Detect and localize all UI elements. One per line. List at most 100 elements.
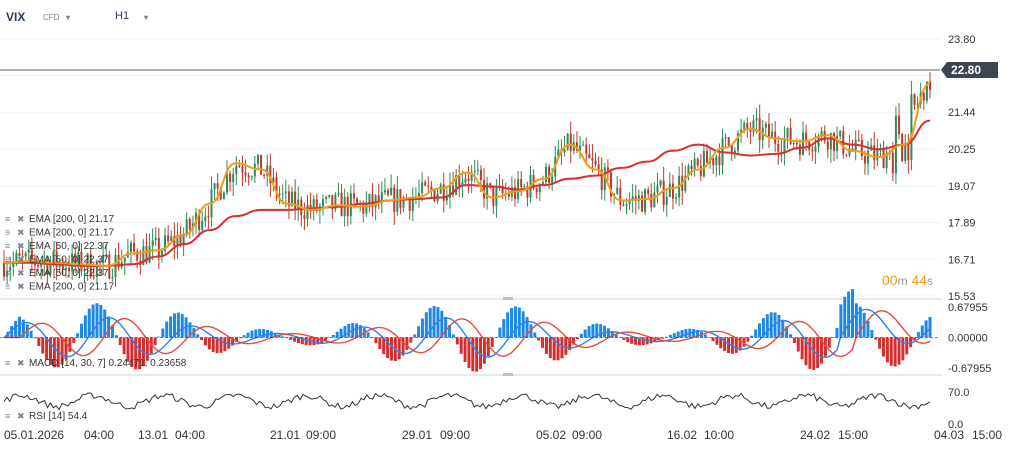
timeframe-label[interactable]: H1 — [115, 10, 130, 22]
macd-histogram-bar — [564, 337, 568, 355]
macd-signal-line[interactable] — [4, 310, 931, 358]
symbol-dropdown-chevron-icon[interactable]: ▾ — [66, 13, 71, 22]
price-axis-tick-label: 23.80 — [948, 34, 976, 46]
macd-panel[interactable] — [0, 289, 940, 372]
macd-axis-tick-label: 0.67955 — [948, 302, 988, 314]
macd-legend-row[interactable]: ≡ ✖ MACD [14, 30, 7] 0.24471, 0.23658 — [5, 358, 187, 369]
legend-close-icon[interactable]: ✖ — [17, 241, 25, 251]
last-price-badge: 22.80 — [941, 61, 998, 78]
macd-histogram-bar — [634, 337, 638, 345]
price-candle-body — [780, 151, 783, 153]
legend-close-icon[interactable]: ✖ — [17, 268, 25, 278]
price-candle-body — [467, 178, 470, 181]
macd-histogram-bar — [548, 337, 552, 359]
legend-close-icon[interactable]: ✖ — [17, 214, 25, 224]
macd-histogram-bar — [765, 314, 769, 338]
legend-menu-icon[interactable]: ≡ — [5, 228, 10, 238]
panel-resize-handle-1[interactable] — [503, 297, 513, 300]
time-axis-tick-label: 16.02 — [667, 428, 697, 442]
price-candle-body — [321, 198, 324, 207]
indicator-legend-row[interactable]: ≡ ✖ EMA [200, 0] 21.17 — [5, 214, 114, 225]
legend-close-icon[interactable]: ✖ — [17, 255, 25, 265]
legend-menu-icon[interactable]: ≡ — [5, 411, 10, 421]
legend-menu-icon[interactable]: ≡ — [5, 255, 10, 265]
macd-histogram-bar — [843, 296, 847, 338]
legend-menu-icon[interactable]: ≡ — [5, 214, 10, 224]
price-candle-body — [272, 177, 275, 184]
macd-histogram-bar — [130, 337, 134, 367]
ema-50-line[interactable] — [3, 82, 931, 267]
macd-histogram-bar — [738, 337, 742, 351]
macd-histogram-bar — [48, 337, 52, 365]
price-candle-body — [9, 267, 12, 271]
price-candle-body — [256, 154, 259, 164]
macd-histogram-bar — [467, 337, 471, 368]
macd-histogram-bar — [169, 316, 173, 338]
indicator-legend-row[interactable]: ≡ ✖ EMA [50, 0] 22.37 — [5, 241, 109, 252]
rsi-line[interactable] — [3, 392, 931, 411]
legend-label: EMA [50, 0] 22.37 — [29, 241, 109, 252]
macd-legend-label: MACD [14, 30, 7] 0.24471, 0.23658 — [29, 358, 187, 369]
macd-histogram-bar — [238, 337, 242, 339]
macd-histogram-bar — [575, 337, 579, 339]
price-candle-body — [693, 158, 696, 170]
macd-histogram-bar — [851, 289, 855, 338]
macd-histogram-bar — [207, 337, 211, 350]
price-candle-body — [176, 235, 179, 246]
price-candle-body — [882, 148, 885, 169]
price-candle-body — [619, 187, 622, 205]
ema-200-line[interactable] — [4, 119, 931, 267]
indicator-legend-row[interactable]: ≡ ✖ EMA [50, 0] 22.37 — [5, 268, 109, 279]
macd-histogram-bar — [103, 309, 107, 338]
macd-histogram-bar — [579, 333, 583, 338]
rsi-panel[interactable] — [3, 392, 931, 411]
macd-histogram-bar — [742, 337, 746, 347]
macd-histogram-bar — [72, 337, 76, 343]
symbol-label[interactable]: VIX — [6, 10, 26, 24]
legend-label: EMA [200, 0] 21.17 — [29, 214, 114, 225]
price-candle-body — [690, 165, 693, 170]
timeframe-dropdown-chevron-icon[interactable]: ▾ — [144, 13, 149, 22]
rsi-legend-row[interactable]: ≡ ✖ RSI [14] 54.4 — [5, 411, 88, 422]
time-axis-tick-label: 24.02 — [800, 428, 830, 442]
macd-histogram-bar — [490, 337, 494, 347]
macd-histogram-bar — [52, 337, 56, 368]
legend-menu-icon[interactable]: ≡ — [5, 358, 10, 368]
price-candle-body — [411, 198, 414, 211]
price-candle-body — [40, 263, 43, 267]
price-candle-body — [433, 190, 436, 202]
price-candle-body — [699, 165, 702, 177]
macd-histogram-bar — [95, 303, 99, 338]
legend-menu-icon[interactable]: ≡ — [5, 241, 10, 251]
macd-histogram-bar — [386, 337, 390, 359]
price-candle-body — [445, 197, 448, 201]
macd-histogram-bar — [358, 325, 362, 338]
legend-menu-icon[interactable]: ≡ — [5, 282, 10, 292]
indicator-legend-row[interactable]: ≡ ✖ EMA [200, 0] 21.17 — [5, 282, 114, 293]
indicator-legend-row[interactable]: ≡ ✖ EMA [200, 0] 21.17 — [5, 228, 114, 239]
price-panel[interactable] — [0, 38, 940, 297]
macd-histogram-bar — [614, 334, 618, 338]
macd-histogram-bar — [10, 325, 14, 338]
timer-minutes-unit: m — [897, 274, 908, 288]
instrument-type-label: CFD — [43, 13, 60, 22]
price-candle-body — [380, 192, 383, 204]
price-candle-body — [173, 236, 176, 246]
price-candle-body — [157, 237, 160, 258]
legend-close-icon[interactable]: ✖ — [17, 228, 25, 238]
price-candle-body — [278, 194, 281, 196]
macd-histogram-bar — [668, 334, 672, 338]
macd-histogram-bar — [114, 335, 118, 338]
legend-close-icon[interactable]: ✖ — [17, 411, 25, 421]
macd-histogram-bar — [161, 328, 165, 338]
price-candle-body — [464, 178, 467, 183]
price-candle-body — [216, 183, 219, 189]
indicator-legend-row[interactable]: ≡ ✖ EMA [50, 0] 22.37 — [5, 255, 109, 266]
legend-close-icon[interactable]: ✖ — [17, 282, 25, 292]
macd-histogram-bar — [885, 337, 889, 363]
legend-menu-icon[interactable]: ≡ — [5, 268, 10, 278]
panel-resize-handle-2[interactable] — [503, 373, 513, 376]
legend-close-icon[interactable]: ✖ — [17, 358, 25, 368]
